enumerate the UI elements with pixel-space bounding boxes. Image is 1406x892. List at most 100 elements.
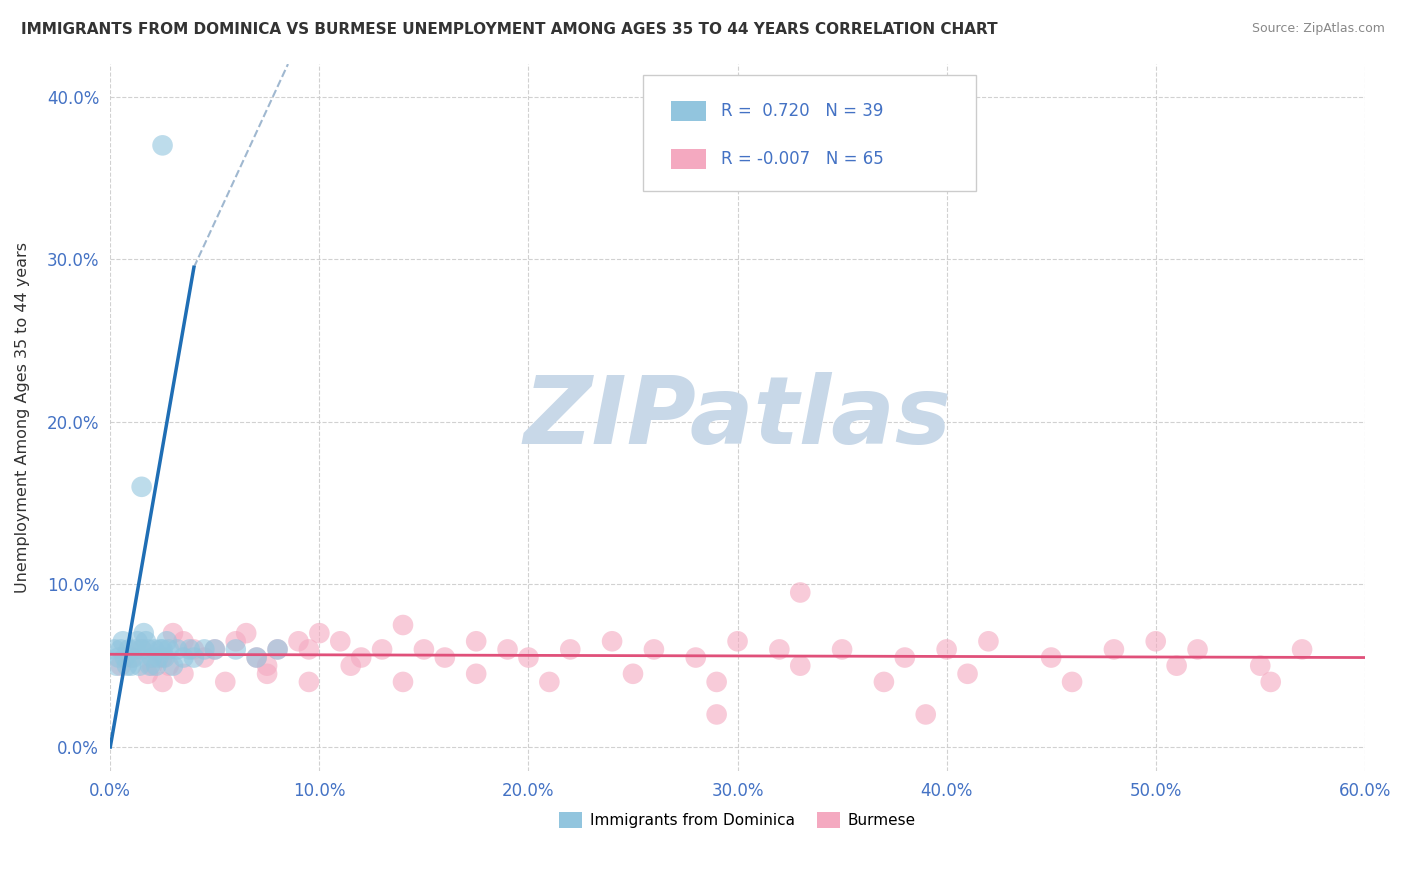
- Point: [1102, 642, 1125, 657]
- Point: [600, 634, 623, 648]
- Point: [135, 634, 157, 648]
- Point: [433, 650, 456, 665]
- Point: [789, 585, 811, 599]
- Point: [831, 642, 853, 657]
- Point: [162, 658, 184, 673]
- Point: [131, 642, 153, 657]
- Point: [139, 658, 162, 673]
- Point: [308, 626, 330, 640]
- Point: [136, 666, 159, 681]
- Point: [956, 666, 979, 681]
- Point: [298, 642, 321, 657]
- Point: [145, 658, 167, 673]
- Point: [128, 658, 150, 673]
- Point: [246, 650, 269, 665]
- Point: [287, 634, 309, 648]
- Point: [157, 658, 180, 673]
- Point: [183, 650, 205, 665]
- Point: [152, 642, 174, 657]
- Point: [371, 642, 394, 657]
- Point: [621, 666, 644, 681]
- Point: [124, 642, 146, 657]
- Point: [131, 642, 153, 657]
- Point: [120, 658, 142, 673]
- Point: [127, 634, 149, 648]
- Point: [152, 138, 174, 153]
- Point: [538, 674, 561, 689]
- Point: [193, 642, 215, 657]
- Y-axis label: Unemployment Among Ages 35 to 44 years: Unemployment Among Ages 35 to 44 years: [15, 243, 30, 593]
- Point: [111, 634, 134, 648]
- Point: [1260, 674, 1282, 689]
- Text: ZIPatlas: ZIPatlas: [523, 372, 952, 464]
- Point: [517, 650, 540, 665]
- FancyBboxPatch shape: [671, 101, 706, 120]
- Point: [143, 642, 166, 657]
- Point: [172, 634, 194, 648]
- Point: [1062, 674, 1084, 689]
- Point: [1187, 642, 1209, 657]
- Point: [560, 642, 582, 657]
- Point: [225, 642, 247, 657]
- Point: [246, 650, 269, 665]
- Point: [193, 650, 215, 665]
- Point: [153, 650, 176, 665]
- Point: [350, 650, 373, 665]
- Point: [156, 634, 179, 648]
- Point: [110, 658, 132, 673]
- Point: [768, 642, 790, 657]
- Point: [149, 642, 172, 657]
- Point: [1144, 634, 1167, 648]
- Point: [118, 642, 141, 657]
- Point: [329, 634, 352, 648]
- Point: [115, 658, 138, 673]
- Point: [266, 642, 288, 657]
- Point: [162, 626, 184, 640]
- Point: [1166, 658, 1188, 673]
- Point: [214, 674, 236, 689]
- Point: [131, 480, 153, 494]
- Point: [132, 626, 155, 640]
- Point: [141, 658, 163, 673]
- Point: [496, 642, 519, 657]
- FancyBboxPatch shape: [644, 75, 976, 192]
- Text: Source: ZipAtlas.com: Source: ZipAtlas.com: [1251, 22, 1385, 36]
- Text: R =  0.720   N = 39: R = 0.720 N = 39: [721, 102, 883, 120]
- Point: [392, 618, 415, 632]
- Point: [706, 707, 728, 722]
- Point: [256, 658, 278, 673]
- Point: [1291, 642, 1313, 657]
- FancyBboxPatch shape: [671, 149, 706, 169]
- Point: [465, 634, 488, 648]
- Point: [204, 642, 226, 657]
- Point: [789, 658, 811, 673]
- Point: [339, 658, 361, 673]
- Point: [105, 658, 128, 673]
- Point: [465, 666, 488, 681]
- Point: [914, 707, 936, 722]
- Point: [392, 674, 415, 689]
- Point: [166, 642, 188, 657]
- Point: [706, 674, 728, 689]
- Point: [1040, 650, 1063, 665]
- Point: [120, 650, 142, 665]
- Point: [183, 642, 205, 657]
- Legend: Immigrants from Dominica, Burmese: Immigrants from Dominica, Burmese: [553, 806, 922, 834]
- Point: [685, 650, 707, 665]
- Point: [235, 626, 257, 640]
- Point: [873, 674, 896, 689]
- Point: [179, 642, 201, 657]
- Point: [204, 642, 226, 657]
- Point: [643, 642, 665, 657]
- Point: [256, 666, 278, 681]
- Point: [152, 674, 174, 689]
- Point: [727, 634, 749, 648]
- Point: [172, 666, 194, 681]
- Point: [225, 634, 247, 648]
- Point: [1249, 658, 1271, 673]
- Point: [107, 650, 129, 665]
- Point: [172, 650, 194, 665]
- Point: [136, 642, 159, 657]
- Point: [935, 642, 957, 657]
- Point: [148, 650, 170, 665]
